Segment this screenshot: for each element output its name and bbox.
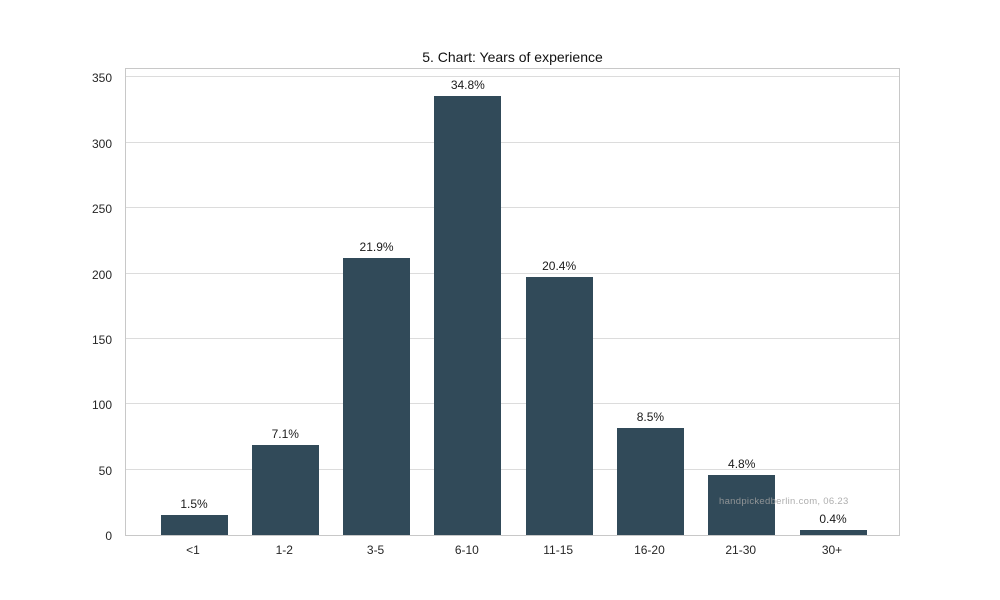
watermark: handpickedberlin.com, 06.23: [719, 496, 849, 507]
gridline: [126, 403, 899, 405]
bar-value-label: 20.4%: [542, 259, 577, 274]
gridline: [126, 468, 899, 470]
x-tick-label: 3-5: [366, 543, 385, 557]
x-tick-label: 16-20: [634, 543, 665, 557]
bar: [708, 474, 776, 535]
bar-value-label: 7.1%: [271, 426, 299, 441]
bar: [616, 427, 684, 535]
x-tick-label: 1-2: [275, 543, 293, 557]
bar: [434, 95, 502, 535]
gridline: [126, 141, 899, 143]
gridline: [126, 337, 899, 339]
chart-title: 5. Chart: Years of experience: [422, 49, 603, 65]
x-tick-label: 30+: [821, 543, 843, 557]
x-tick-label: 21-30: [725, 543, 757, 557]
bar: [799, 529, 867, 535]
y-tick-label: 50: [98, 463, 112, 478]
x-tick-label: <1: [186, 543, 200, 557]
gridline: [126, 76, 899, 78]
gridline: [126, 207, 899, 209]
bar: [525, 277, 593, 535]
bar-value-label: 21.9%: [359, 239, 394, 254]
y-tick-label: 350: [91, 71, 112, 86]
bar-value-label: 4.8%: [728, 456, 756, 471]
plot-area: 1.5% 7.1% 21.9% 34.8% 20.4% 8.5% 4.8% 0.4%: [125, 68, 900, 536]
y-tick-label: 300: [91, 136, 112, 151]
bar: [251, 444, 319, 535]
gridline: [126, 272, 899, 274]
bar-value-label: 8.5%: [636, 409, 665, 424]
y-tick-label: 250: [91, 202, 112, 217]
bar: [160, 515, 228, 535]
bar-value-label: 1.5%: [180, 497, 208, 512]
bar-value-label: 34.8%: [450, 77, 485, 92]
bar: [343, 257, 411, 535]
x-tick-label: 11-15: [543, 543, 574, 557]
y-tick-label: 0: [105, 529, 112, 543]
y-tick-label: 100: [91, 398, 112, 413]
y-tick-label: 150: [91, 332, 112, 347]
bar-value-label: 0.4%: [819, 511, 847, 526]
x-tick-label: 6-10: [454, 543, 479, 557]
y-tick-label: 200: [91, 267, 112, 282]
